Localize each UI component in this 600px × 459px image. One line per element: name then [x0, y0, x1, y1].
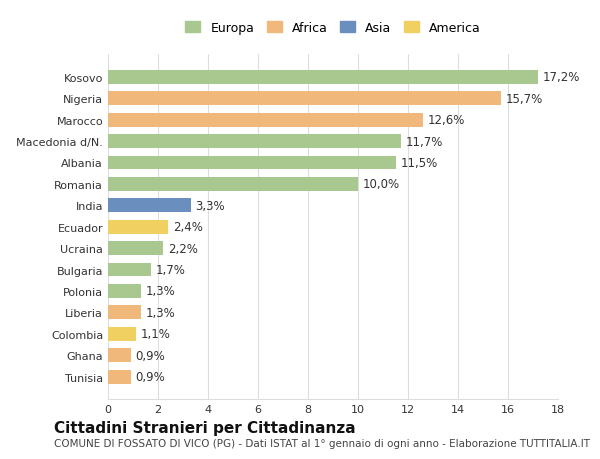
Bar	[108, 220, 168, 234]
Bar	[108, 92, 500, 106]
Text: 11,5%: 11,5%	[401, 157, 438, 170]
Text: 2,2%: 2,2%	[168, 242, 198, 255]
Bar	[108, 71, 538, 84]
Text: 3,3%: 3,3%	[196, 199, 225, 213]
Text: 17,2%: 17,2%	[543, 71, 580, 84]
Text: 1,1%: 1,1%	[140, 328, 170, 341]
Bar	[108, 178, 358, 191]
Text: 15,7%: 15,7%	[505, 93, 543, 106]
Text: 12,6%: 12,6%	[428, 114, 466, 127]
Bar	[108, 199, 191, 213]
Bar	[108, 284, 140, 298]
Bar	[108, 327, 136, 341]
Bar	[108, 370, 131, 384]
Text: 1,7%: 1,7%	[155, 263, 185, 276]
Legend: Europa, Africa, Asia, America: Europa, Africa, Asia, America	[181, 17, 485, 39]
Bar	[108, 263, 151, 277]
Text: Cittadini Stranieri per Cittadinanza: Cittadini Stranieri per Cittadinanza	[54, 420, 356, 435]
Bar	[108, 306, 140, 319]
Text: 1,3%: 1,3%	[146, 306, 175, 319]
Text: 2,4%: 2,4%	[173, 221, 203, 234]
Bar	[108, 156, 395, 170]
Bar	[108, 135, 401, 149]
Text: COMUNE DI FOSSATO DI VICO (PG) - Dati ISTAT al 1° gennaio di ogni anno - Elabora: COMUNE DI FOSSATO DI VICO (PG) - Dati IS…	[54, 438, 590, 448]
Bar	[108, 241, 163, 256]
Text: 10,0%: 10,0%	[363, 178, 400, 191]
Text: 1,3%: 1,3%	[146, 285, 175, 298]
Text: 0,9%: 0,9%	[136, 370, 165, 383]
Bar	[108, 348, 131, 362]
Text: 11,7%: 11,7%	[406, 135, 443, 148]
Text: 0,9%: 0,9%	[136, 349, 165, 362]
Bar	[108, 113, 423, 127]
